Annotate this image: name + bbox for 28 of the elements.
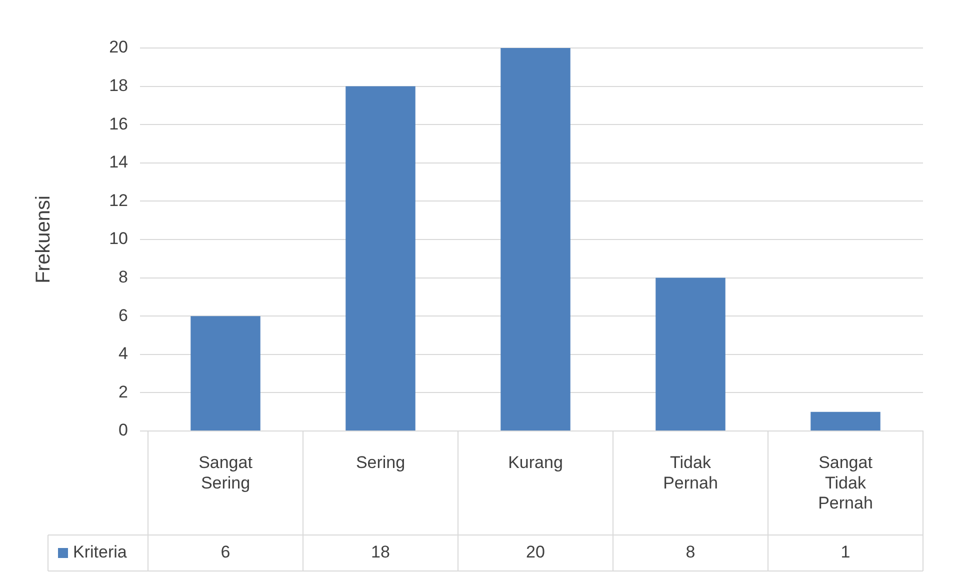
bar <box>656 278 726 430</box>
bar <box>810 412 880 430</box>
data-label: 6 <box>220 542 230 562</box>
y-tick-label: 20 <box>109 38 128 57</box>
x-tick-label: Kurang <box>508 452 563 472</box>
data-label: 20 <box>526 542 545 562</box>
y-tick-label: 10 <box>109 229 128 248</box>
data-label: 1 <box>840 542 850 562</box>
x-tick-label: Tidak Pernah <box>663 452 718 492</box>
legend-label: Kriteria <box>73 542 128 562</box>
x-tick-label: Sangat Sering <box>198 452 253 492</box>
y-tick-label: 18 <box>109 76 128 95</box>
bar <box>190 316 260 430</box>
x-tick-label: Sangat Tidak Pernah <box>818 452 873 513</box>
y-tick-label: 6 <box>118 306 128 325</box>
y-tick-label: 14 <box>109 152 128 172</box>
y-tick-label: 16 <box>109 114 128 134</box>
x-tick-label: Sering <box>356 452 406 472</box>
y-tick-label: 12 <box>109 190 128 210</box>
y-axis-title: Frekuensi <box>32 196 55 284</box>
data-label: 18 <box>371 542 390 562</box>
y-tick-label: 0 <box>118 420 128 440</box>
data-label: 8 <box>686 542 696 562</box>
y-tick-label: 2 <box>118 382 128 402</box>
bar <box>500 48 570 430</box>
bar <box>346 86 416 430</box>
y-tick-label: 8 <box>118 267 128 286</box>
y-tick-label: 4 <box>118 344 128 364</box>
